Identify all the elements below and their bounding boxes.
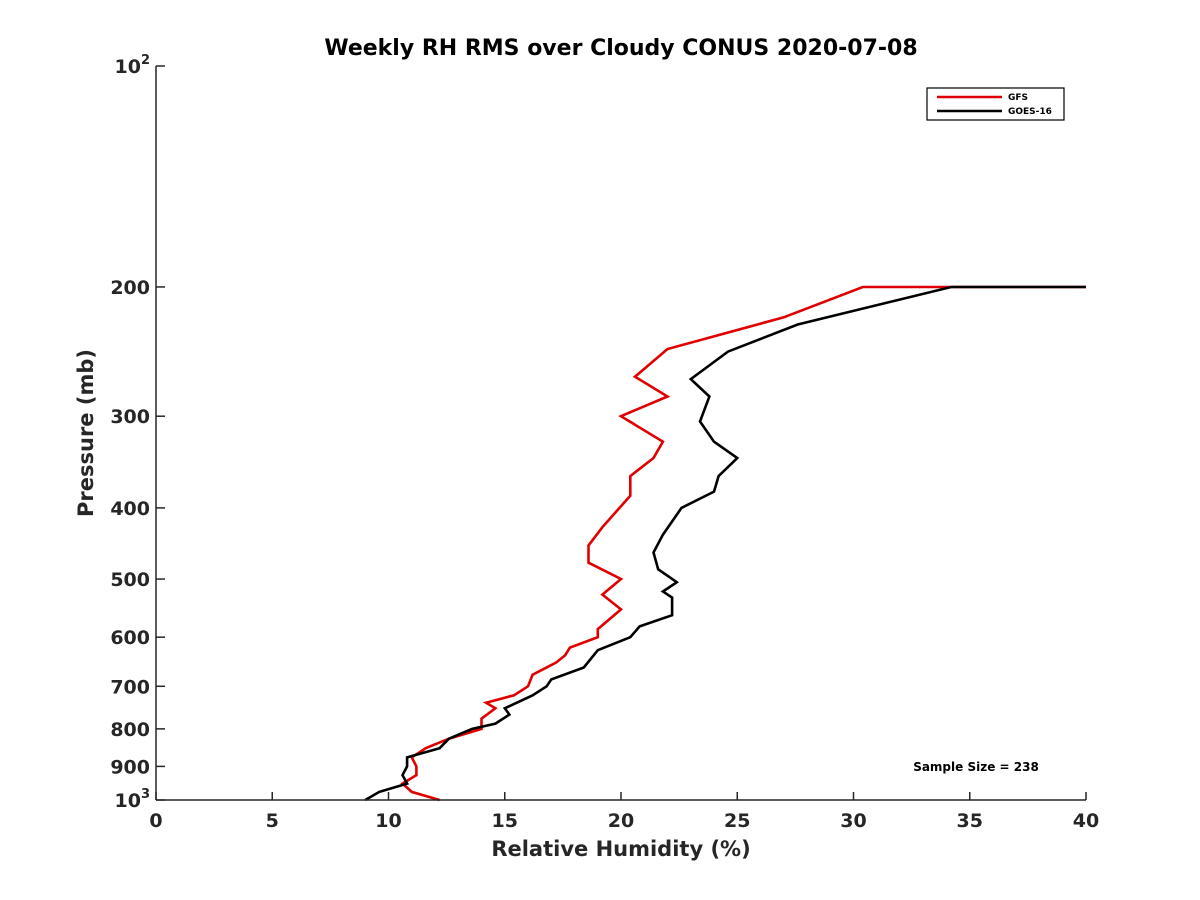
x-tick-label: 10 xyxy=(375,810,401,832)
x-tick-label: 5 xyxy=(266,810,279,832)
chart-title: Weekly RH RMS over Cloudy CONUS 2020-07-… xyxy=(324,36,917,61)
series-line-gfs xyxy=(400,285,1086,802)
x-tick-label: 0 xyxy=(149,810,162,832)
y-tick-label: 103 xyxy=(115,787,151,812)
y-tick-label: 500 xyxy=(110,569,150,591)
x-tick-label: 40 xyxy=(1073,810,1099,832)
y-tick-label: 600 xyxy=(110,627,150,649)
y-tick-label: 102 xyxy=(115,53,151,78)
legend-label-gfs: GFS xyxy=(1008,93,1028,103)
y-tick-label-base: 10 xyxy=(115,56,141,78)
y-tick-label: 400 xyxy=(110,498,150,520)
y-tick-label: 300 xyxy=(110,406,150,428)
x-ticks: 0 5 10 15 20 25 30 35 40 xyxy=(149,792,1099,832)
y-tick-label: 900 xyxy=(110,756,150,778)
y-tick-label-exponent: 3 xyxy=(141,787,150,802)
legend-label-goes16: GOES-16 xyxy=(1008,107,1052,117)
y-tick-label: 800 xyxy=(110,719,150,741)
series-layer xyxy=(364,285,1086,802)
x-tick-label: 15 xyxy=(492,810,518,832)
y-tick-label: 700 xyxy=(110,676,150,698)
x-tick-label: 20 xyxy=(608,810,634,832)
x-tick-label: 25 xyxy=(724,810,750,832)
series-line-goes16 xyxy=(364,285,1086,802)
sample-size-annotation: Sample Size = 238 xyxy=(913,760,1039,774)
y-axis-label: Pressure (mb) xyxy=(74,349,98,517)
y-tick-label-base: 10 xyxy=(115,790,141,812)
x-tick-label: 35 xyxy=(957,810,983,832)
y-tick-label-exponent: 2 xyxy=(141,53,150,68)
legend: GFS GOES-16 xyxy=(926,87,1065,121)
x-axis-label: Relative Humidity (%) xyxy=(491,837,750,861)
y-tick-label: 200 xyxy=(110,277,150,299)
legend-box xyxy=(926,87,1065,121)
x-tick-label: 30 xyxy=(840,810,866,832)
